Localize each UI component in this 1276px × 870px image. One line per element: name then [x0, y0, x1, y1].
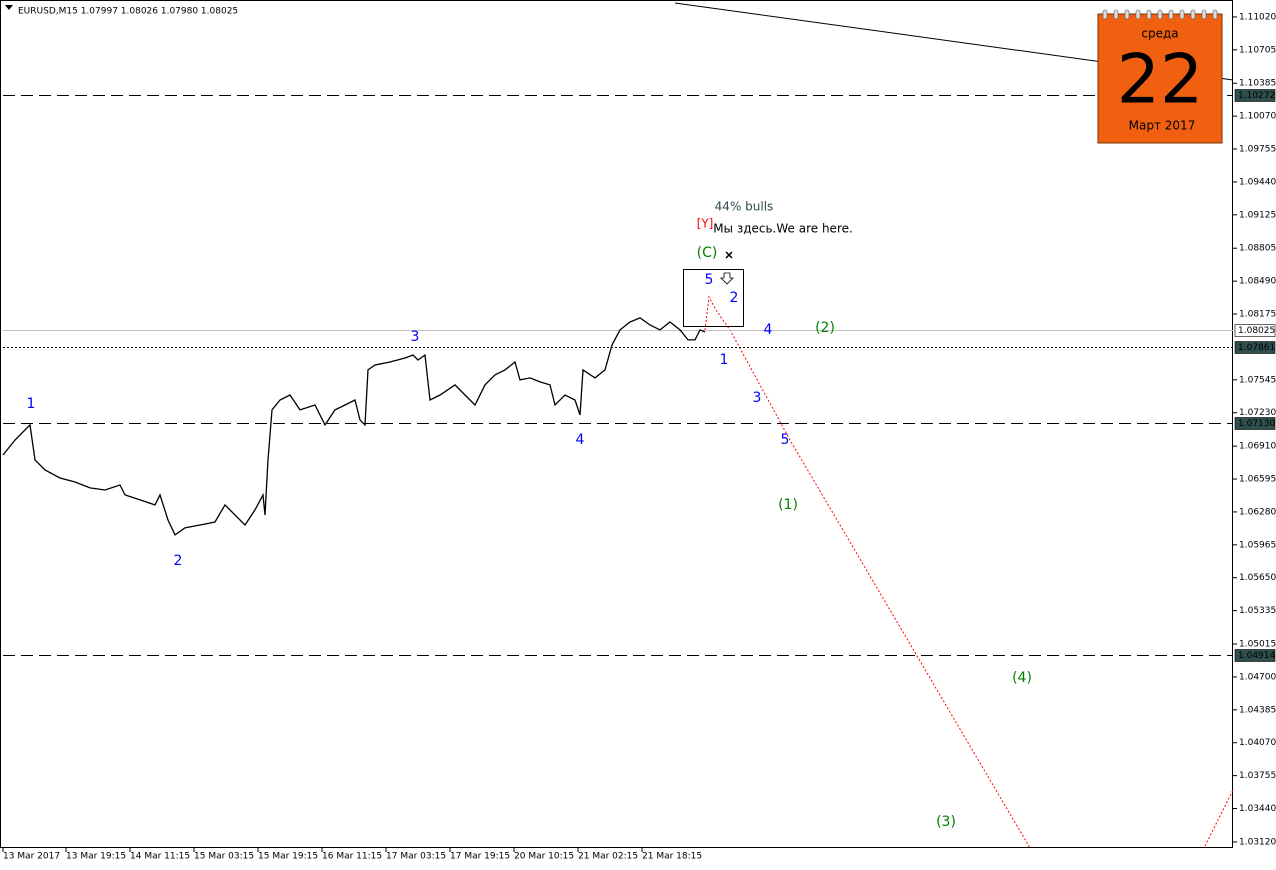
ring — [1201, 9, 1207, 20]
ring — [1113, 9, 1119, 20]
level-label-box — [1234, 649, 1276, 662]
level-label-box — [1234, 89, 1276, 102]
y-tick-label: 1.06280 — [1239, 507, 1276, 517]
wave-label: 1 — [27, 396, 36, 412]
x-tick-label: 20 Mar 10:15 — [514, 852, 574, 862]
y-tick-label: 1.07230 — [1239, 408, 1276, 418]
plot-layer: 1.11020 1.10705 1.10385 1.10070 1.09755 1.094… — [2, 12, 1276, 862]
title-icon — [5, 5, 13, 10]
y-tick-label: 1.08175 — [1239, 310, 1276, 320]
y-tick-label: 1.04385 — [1239, 705, 1276, 715]
chart-title: EURUSD,M15 1.07997 1.08026 1.07980 1.080… — [18, 7, 238, 17]
x-tick-label: 17 Mar 19:15 — [450, 852, 510, 862]
x-tick-label: 13 Mar 2017 — [3, 852, 60, 862]
x-tick-label: 15 Mar 03:15 — [194, 852, 254, 862]
price-line — [2, 317, 706, 536]
y-tick-label: 1.03440 — [1239, 804, 1276, 814]
wave-label: 3 — [411, 329, 420, 345]
wave-label: (2) — [815, 320, 835, 336]
x-tick-label: 16 Mar 11:15 — [322, 852, 382, 862]
wave-label: 1 — [720, 352, 729, 368]
ring — [1135, 9, 1141, 20]
ring — [1146, 9, 1152, 20]
x-tick-label: 14 Mar 11:15 — [130, 852, 190, 862]
level-label: 1.07130 — [1238, 419, 1275, 429]
y-tick-label: 1.06910 — [1239, 442, 1276, 452]
x-tick-label: 21 Mar 18:15 — [642, 852, 702, 862]
calendar-day: 22 — [1117, 41, 1204, 120]
wave-label: 4 — [764, 322, 773, 338]
y-tick-label: 1.09440 — [1239, 177, 1276, 187]
y-tick-label: 1.07545 — [1239, 375, 1276, 385]
level-label-box — [1234, 341, 1276, 354]
y-tick-label: 1.03120 — [1239, 837, 1276, 847]
wave-label: (C) — [697, 245, 718, 261]
forecast-path — [1204, 789, 1234, 847]
wave-label: 5 — [781, 432, 790, 448]
wave-label: 2 — [174, 553, 183, 569]
ring — [1124, 9, 1130, 20]
target-box — [683, 269, 744, 327]
y-tick-label: 1.10705 — [1239, 45, 1276, 55]
y-tick-label: 1.05335 — [1239, 606, 1276, 616]
y-tick-label: 1.03755 — [1239, 771, 1276, 781]
y-tick-label: 1.06595 — [1239, 475, 1276, 485]
ring — [1168, 9, 1174, 20]
wave-label: 3 — [753, 390, 762, 406]
wave-label: 4 — [576, 432, 585, 448]
down-arrow-icon — [720, 272, 734, 285]
x-tick-label: 17 Mar 03:15 — [386, 852, 446, 862]
y-tick-label: 1.04070 — [1239, 738, 1276, 748]
x-tick-label: 21 Mar 02:15 — [578, 852, 638, 862]
ring — [1190, 9, 1196, 20]
calendar-month: Март 2017 — [1129, 119, 1196, 133]
wave-label: [Y] — [697, 217, 714, 231]
y-tick-label: 1.04700 — [1239, 672, 1276, 682]
ring — [1179, 9, 1185, 20]
ring — [1157, 9, 1163, 20]
wave-label: 2 — [730, 290, 739, 306]
y-tick-label: 1.10385 — [1239, 79, 1276, 89]
level-label-box — [1234, 417, 1276, 430]
x-tick-label: 15 Mar 19:15 — [258, 852, 318, 862]
ring — [1102, 9, 1108, 20]
y-tick-label: 1.08805 — [1239, 244, 1276, 254]
level-label: 1.04914 — [1238, 651, 1275, 661]
y-tick-label: 1.05650 — [1239, 573, 1276, 583]
x-tick-label: 13 Mar 19:15 — [66, 852, 126, 862]
wave-label: 5 — [705, 272, 714, 288]
calendar-weekday: среда — [1141, 27, 1178, 41]
y-tick-label: 1.11020 — [1239, 12, 1276, 22]
ring — [1212, 9, 1218, 20]
y-tick-label: 1.10070 — [1239, 112, 1276, 122]
wave-label: (3) — [936, 814, 956, 830]
level-label: 1.08025 — [1238, 326, 1275, 336]
y-tick-label: 1.05015 — [1239, 640, 1276, 650]
calendar-body — [1097, 13, 1223, 144]
wave-label: (1) — [778, 497, 798, 513]
y-tick-label: 1.09755 — [1239, 145, 1276, 155]
y-tick-label: 1.08490 — [1239, 277, 1276, 287]
y-tick-label: 1.05965 — [1239, 540, 1276, 550]
wave-label: 44% bulls — [715, 200, 774, 214]
level-label-box — [1234, 324, 1276, 337]
wave-label: Мы здесь.We are here. — [713, 222, 853, 236]
level-label: 1.07861 — [1238, 343, 1275, 353]
calendar: среда 22 Март 2017 — [1097, 9, 1223, 144]
y-tick-label: 1.09125 — [1239, 210, 1276, 220]
wave-label: (4) — [1012, 670, 1032, 686]
calendar-rings — [1102, 9, 1218, 20]
cross-icon — [725, 251, 733, 259]
level-label: 1.10272 — [1238, 91, 1275, 101]
